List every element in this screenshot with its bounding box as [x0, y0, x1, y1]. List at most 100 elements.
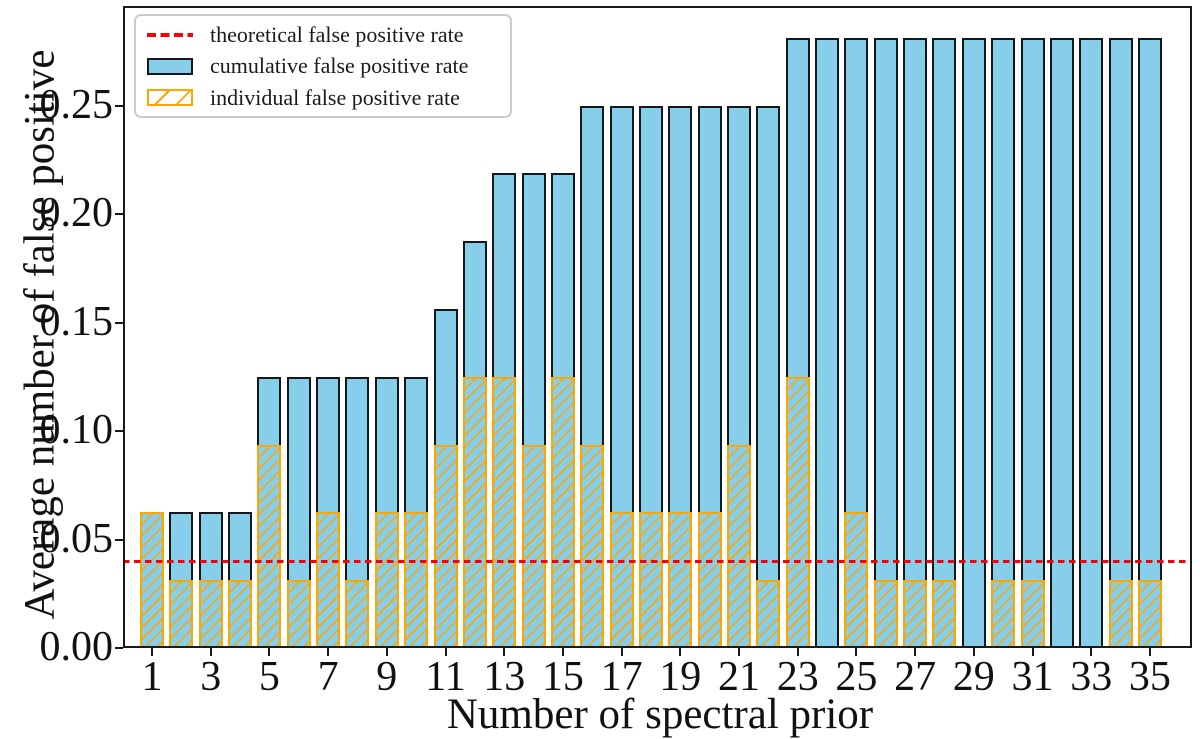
x-tick-label: 33	[1070, 654, 1113, 700]
x-tick-label: 25	[835, 654, 878, 700]
x-tick-label: 17	[600, 654, 643, 700]
cumulative-bar	[815, 37, 840, 648]
individual-bar	[374, 512, 399, 648]
x-tick	[620, 648, 623, 656]
x-tick	[972, 648, 975, 656]
individual-bar	[903, 580, 928, 648]
x-tick-label: 35	[1128, 654, 1171, 700]
x-tick-label: 5	[258, 654, 280, 700]
individual-bar	[668, 512, 693, 648]
red-dashed-line-icon	[147, 32, 193, 37]
y-tick	[115, 321, 123, 324]
individual-bar	[873, 580, 898, 648]
individual-bar	[198, 580, 223, 648]
individual-bar	[756, 580, 781, 648]
x-tick-label: 13	[483, 654, 526, 700]
individual-bar	[140, 512, 164, 648]
y-tick-label: 0.20	[39, 190, 114, 236]
x-tick	[679, 648, 682, 656]
y-tick	[115, 104, 123, 107]
y-axis-label: Average number of false positive	[16, 49, 64, 620]
x-tick	[209, 648, 212, 656]
x-tick-label: 19	[659, 654, 702, 700]
individual-bar	[521, 444, 546, 648]
individual-bar	[492, 376, 517, 648]
y-tick-label: 0.15	[39, 298, 114, 345]
x-tick	[855, 648, 858, 656]
x-tick	[1031, 648, 1034, 656]
x-tick	[151, 648, 153, 656]
x-tick-label: 21	[718, 654, 760, 700]
x-tick	[1148, 648, 1151, 656]
individual-bar	[462, 376, 487, 648]
x-tick	[561, 648, 564, 656]
legend-item-individual: individual false positive rate	[136, 83, 510, 113]
x-tick-label: 1	[141, 654, 163, 700]
y-tick	[115, 538, 123, 541]
individual-bar	[257, 444, 282, 648]
individual-bar	[228, 580, 253, 648]
x-tick-label: 23	[776, 654, 819, 700]
x-tick	[1090, 648, 1093, 656]
x-tick-label: 29	[952, 654, 995, 700]
y-tick-label: 0.00	[39, 624, 114, 670]
individual-bar	[697, 512, 722, 648]
individual-bar	[1108, 580, 1133, 648]
x-tick-label: 31	[1011, 654, 1054, 700]
individual-bar	[844, 512, 869, 648]
individual-bar	[932, 580, 957, 648]
x-tick	[914, 648, 917, 656]
individual-bar	[286, 580, 311, 648]
y-tick	[115, 430, 123, 432]
legend-item-cumulative: cumulative false positive rate	[136, 51, 510, 81]
x-tick-label: 15	[541, 654, 584, 700]
individual-bar	[550, 376, 575, 648]
cumulative-bar	[1020, 37, 1045, 648]
y-tick	[115, 213, 123, 215]
theoretical-rate-line	[123, 559, 1192, 563]
legend-label-cumulative: cumulative false positive rate	[210, 53, 469, 78]
y-tick-label: 0.25	[39, 81, 114, 128]
individual-bar	[727, 444, 751, 648]
individual-bar	[404, 512, 429, 648]
cumulative-bar	[961, 37, 986, 648]
x-tick	[268, 648, 271, 656]
cumulative-bar	[932, 37, 957, 648]
cumulative-bar	[1137, 37, 1162, 648]
cumulative-bar	[1108, 37, 1133, 648]
blue-bar-swatch-icon	[147, 57, 193, 75]
x-tick-label: 11	[425, 654, 466, 700]
y-tick	[115, 647, 123, 649]
x-tick	[738, 648, 740, 656]
x-tick	[444, 648, 447, 656]
cumulative-bar	[873, 37, 898, 648]
x-tick-label: 7	[317, 654, 339, 700]
x-tick	[503, 648, 506, 656]
y-tick-label: 0.05	[39, 515, 114, 562]
x-axis-label: Number of spectral prior	[446, 691, 874, 738]
individual-bar	[991, 580, 1016, 648]
legend-label-theoretical: theoretical false positive rate	[210, 21, 464, 47]
individual-bar	[580, 444, 605, 648]
y-tick-label: 0.10	[39, 407, 114, 453]
individual-bar	[785, 376, 810, 648]
x-tick-label: 27	[894, 654, 937, 700]
legend-item-theoretical: theoretical false positive rate	[136, 20, 510, 50]
x-tick-label: 9	[376, 654, 398, 700]
x-tick	[327, 648, 330, 656]
x-tick	[385, 648, 388, 656]
cumulative-bar	[756, 105, 781, 648]
cumulative-bar	[991, 37, 1016, 648]
individual-bar	[638, 512, 663, 648]
x-tick	[796, 648, 799, 656]
individual-bar	[433, 444, 458, 648]
individual-bar	[316, 512, 341, 648]
individual-bar	[1020, 580, 1045, 648]
cumulative-bar	[1079, 37, 1104, 648]
individual-bar	[609, 512, 634, 648]
orange-hatched-swatch-icon	[147, 89, 193, 106]
cumulative-bar	[903, 37, 928, 648]
